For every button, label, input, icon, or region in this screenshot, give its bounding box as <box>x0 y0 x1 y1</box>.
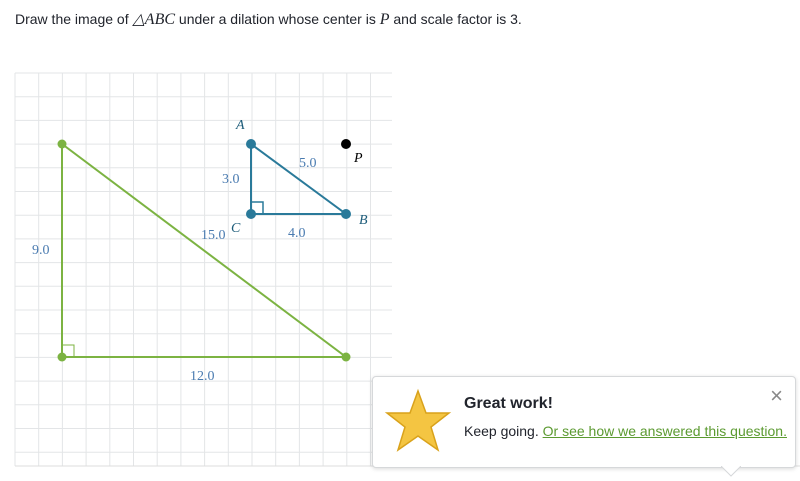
original-triangle <box>250 142 350 215</box>
question-text: under a dilation whose center is <box>175 11 380 27</box>
side-label: 15.0 <box>201 228 226 243</box>
math: △ABC <box>132 11 176 28</box>
grid <box>14 72 392 466</box>
image-triangle <box>61 142 349 358</box>
feedback-title: Great work! <box>464 395 553 412</box>
question: Draw the image of △ABC under a dilation … <box>15 9 522 29</box>
side-label: 5.0 <box>299 156 317 171</box>
feedback-message: Keep going. <box>464 423 539 439</box>
math: P <box>379 11 390 28</box>
question-text: Draw the image of <box>15 11 133 27</box>
popup-pointer <box>721 466 741 477</box>
original-vertices <box>246 139 351 219</box>
image-vertices <box>57 139 351 362</box>
side-label: 4.0 <box>288 226 306 241</box>
side-label: 3.0 <box>222 172 240 187</box>
point-label: P <box>353 151 363 166</box>
answer-link[interactable]: Or see how we answered this question. <box>542 423 787 439</box>
question-text: and scale factor is 3. <box>389 11 522 27</box>
point-label: C <box>231 221 241 236</box>
center-point <box>341 139 351 149</box>
feedback-popup: Great work! Keep going. Or see how we an… <box>372 376 796 477</box>
feedback-text: Keep going. Or see how we answered this … <box>464 423 787 439</box>
side-label: 9.0 <box>32 243 50 258</box>
star-icon <box>384 388 452 452</box>
close-button[interactable]: × <box>770 383 783 408</box>
point-label: A <box>235 118 245 133</box>
side-label: 12.0 <box>190 369 215 384</box>
point-label: B <box>359 213 368 228</box>
